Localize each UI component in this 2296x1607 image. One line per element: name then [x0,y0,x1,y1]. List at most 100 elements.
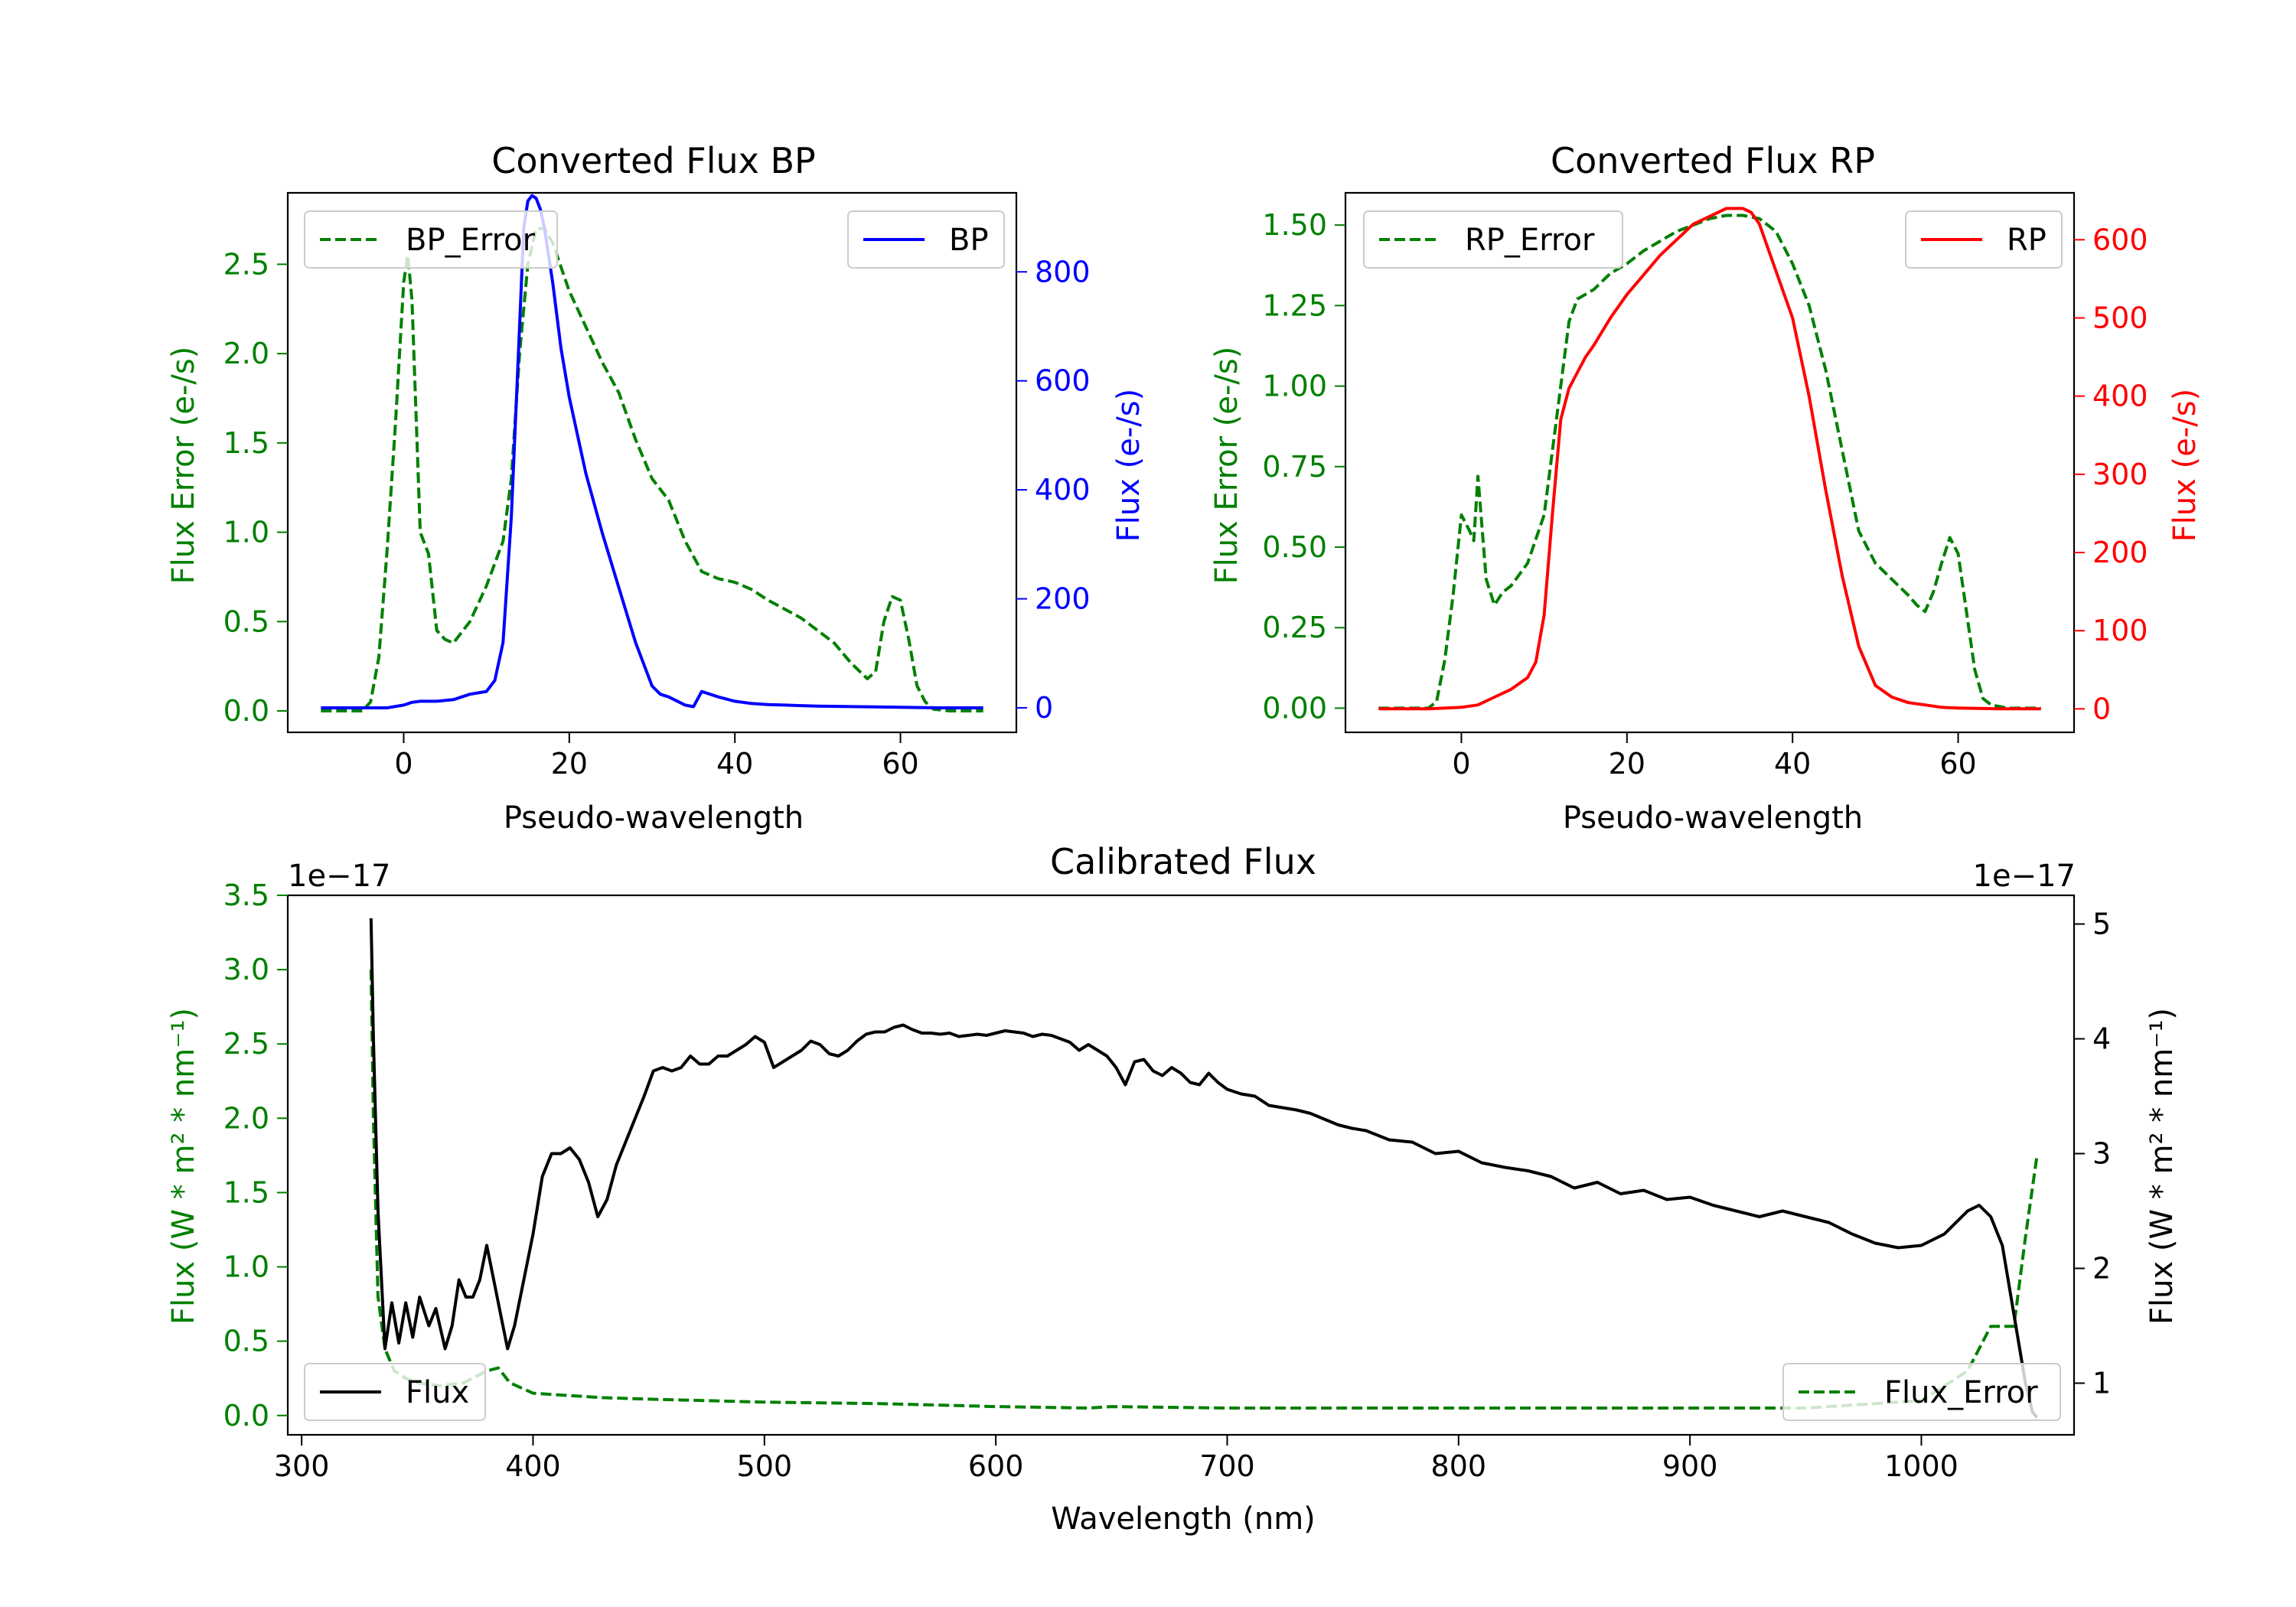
cal-legend-left: Flux [304,1363,486,1421]
bp-ylabel-left: Flux Error (e-/s) [166,347,201,585]
rp-x-tick-label: 0 [1452,747,1470,781]
cal-ylabel-right: Flux (W * m² * nm⁻¹) [2144,1008,2180,1325]
cal-y-right-tick-label: 4 [2092,1022,2111,1056]
panel-rp: Converted Flux RP 0 20 40 60 0.000.250.500.… [1209,140,2203,836]
rp-y-left-tick-label: 0.50 [1262,530,1327,564]
cal-x-tick-label: 500 [737,1449,793,1483]
bp-y-left-tick-label: 0.5 [223,605,269,638]
cal-plot-area: 300 400 500 600 700 800 900 1000 0.0 0.5 1.0 1.5 2.… [223,878,2112,1483]
rp-y-left-tick-label: 1.25 [1262,288,1327,322]
rp-y-right-tick-label: 400 [2092,380,2148,413]
rp-ylabel-left: Flux Error (e-/s) [1209,347,1244,585]
bp-x-tick-label: 0 [394,747,413,781]
cal-x-tick-label: 900 [1662,1449,1718,1483]
rp-legend-right: RP [1905,210,2063,269]
rp-legend-left-label: RP_Error [1465,223,1595,258]
rp-legend-left-box [1363,210,1623,269]
cal-legend-left-box [304,1363,486,1421]
panel-bp: Converted Flux BP 0 20 40 60 0.0 0.5 1.0 1.5 2.… [166,140,1146,836]
bp-y-left-tick-label: 0.0 [223,694,269,728]
rp-xlabel: Pseudo-wavelength [1563,800,1863,836]
rp-flux-line [1378,207,2041,711]
cal-xlabel: Wavelength (nm) [1051,1501,1316,1537]
bp-gridless-area: 0 20 40 60 0.0 0.5 1.0 1.5 2.0 2.5 0 200 400 600 800 [223,191,1091,781]
rp-y-right-tick-label: 600 [2092,223,2148,256]
bp-y-right-tick-label: 0 [1035,691,1053,725]
rp-legend-left: RP_Error [1363,210,1623,269]
bp-legend-left-box [304,210,558,269]
bp-y-left-tick-label: 2.0 [223,337,269,370]
cal-y-right-ticks: 1 2 3 4 5 [2074,908,2111,1400]
rp-x-tick-label: 60 [1939,747,1976,781]
cal-x-tick-label: 400 [505,1449,561,1483]
cal-offset-left: 1e−17 [288,859,390,894]
cal-y-left-tick-label: 2.5 [223,1027,269,1061]
cal-y-left-tick-label: 0.0 [223,1399,269,1433]
bp-plot-frame [286,191,1018,734]
cal-x-tick-label: 800 [1431,1449,1487,1483]
bp-x-tick-label: 20 [551,747,588,781]
rp-y-left-tick-label: 1.00 [1262,370,1327,403]
cal-ylabel-left: Flux (W * m² * nm⁻¹) [166,1008,201,1325]
rp-y-left-tick-label: 0.25 [1262,611,1327,644]
bp-y-right-tick-label: 600 [1035,364,1091,398]
cal-y-right-tick-label: 1 [2092,1367,2111,1400]
cal-y-left-tick-label: 2.0 [223,1101,269,1135]
bp-x-tick-label: 40 [716,747,753,781]
cal-legend-right-label: Flux_Error [1884,1375,2038,1410]
bp-series-layer [321,194,983,712]
rp-y-right-tick-label: 0 [2092,692,2111,725]
rp-plot-frame [1344,191,2076,734]
bp-x-ticks: 0 20 40 60 [394,732,919,781]
rp-y-left-tick-label: 1.50 [1262,208,1327,242]
bp-error-line [321,227,983,712]
cal-x-ticks: 300 400 500 600 700 800 900 1000 [274,1435,1958,1483]
cal-legend-right-box [1782,1363,2061,1421]
cal-y-left-ticks: 0.0 0.5 1.0 1.5 2.0 2.5 3.0 3.5 [223,878,288,1433]
rp-x-ticks: 0 20 40 60 [1452,732,1977,781]
bp-y-left-tick-label: 1.0 [223,516,269,549]
bp-y-right-tick-label: 200 [1035,582,1091,616]
bp-legend-right-label: BP [949,223,989,258]
cal-x-tick-label: 1000 [1884,1449,1958,1483]
rp-series-layer [1378,207,2041,711]
rp-plot-area: 0 20 40 60 0.00 0.25 0.50 0.75 1.00 1.25 1.50 0 10… [1262,191,2148,781]
bp-x-tick-label: 60 [882,747,918,781]
cal-y-left-tick-label: 1.0 [223,1250,269,1284]
rp-x-tick-label: 20 [1609,747,1645,781]
rp-title: Converted Flux RP [1551,140,1875,181]
bp-legend-right: BP [847,210,1005,269]
rp-y-right-tick-label: 500 [2092,301,2148,334]
rp-ylabel-right: Flux (e-/s) [2167,389,2203,542]
cal-title: Calibrated Flux [1050,841,1316,882]
bp-y-right-tick-label: 800 [1035,255,1091,288]
bp-y-right-ticks: 0 200 400 600 800 [1016,255,1091,725]
bp-ylabel-right: Flux (e-/s) [1111,389,1146,542]
cal-x-tick-label: 300 [274,1449,330,1483]
rp-y-left-tick-label: 0.75 [1262,450,1327,484]
panel-calibrated: Calibrated Flux 1e−17 1e−17 300 400 500 600… [166,841,2180,1537]
bp-y-left-tick-label: 2.5 [223,247,269,281]
rp-y-right-ticks: 0 100 200 300 400 500 600 [2074,223,2148,725]
rp-y-right-tick-label: 300 [2092,458,2148,491]
cal-flux-line [369,918,2039,1419]
rp-y-left-ticks: 0.00 0.25 0.50 0.75 1.00 1.25 1.50 [1262,208,1345,725]
rp-y-right-tick-label: 200 [2092,536,2148,569]
bp-y-right-tick-label: 400 [1035,473,1091,507]
cal-y-left-tick-label: 3.0 [223,953,269,986]
bp-legend-left-label: BP_Error [406,223,536,258]
bp-flux-line [321,194,983,709]
rp-legend-right-label: RP [2007,223,2047,258]
cal-y-right-tick-label: 5 [2092,908,2111,941]
cal-y-left-tick-label: 1.5 [223,1175,269,1209]
bp-legend-right-box [847,210,1005,269]
rp-y-left-tick-label: 0.00 [1262,691,1327,725]
bp-legend-left: BP_Error [304,210,558,269]
rp-x-tick-label: 40 [1774,747,1811,781]
cal-offset-right: 1e−17 [1973,859,2076,894]
cal-y-right-tick-label: 2 [2092,1252,2111,1286]
rp-y-right-tick-label: 100 [2092,614,2148,647]
cal-plot-frame [286,894,2076,1436]
cal-x-tick-label: 700 [1199,1449,1255,1483]
